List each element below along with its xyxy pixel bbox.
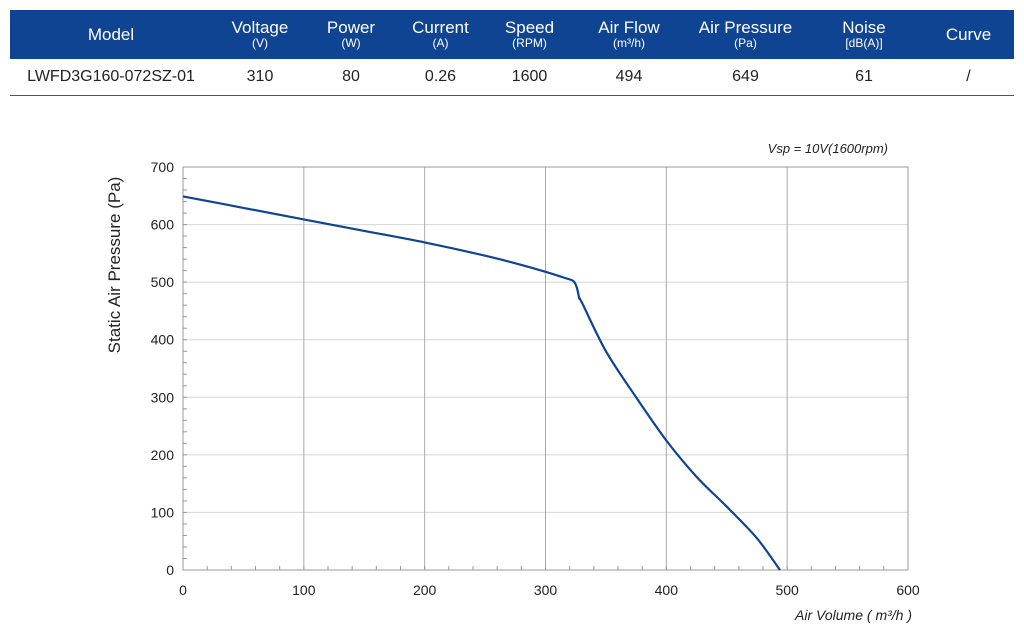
- y-tick-label: 600: [151, 217, 175, 233]
- col-curve: Curve: [923, 10, 1014, 59]
- x-tick-label: 100: [292, 582, 316, 598]
- col-power-label: Power: [326, 17, 376, 37]
- y-axis-label: Static Air Pressure (Pa): [105, 177, 124, 354]
- col-voltage-unit: (V): [252, 36, 268, 51]
- cell-speed: 1600: [487, 59, 572, 96]
- cell-noise: 61: [805, 59, 923, 96]
- y-tick-label: 100: [151, 504, 175, 520]
- cell-current: 0.26: [394, 59, 487, 96]
- col-airflow-label: Air Flow: [598, 17, 660, 37]
- col-current-label: Current: [412, 17, 469, 37]
- col-model-label: Model: [87, 24, 135, 44]
- x-tick-label: 600: [896, 582, 920, 598]
- y-tick-label: 700: [151, 159, 175, 175]
- col-airflow-unit: (m³/h): [613, 36, 645, 51]
- col-speed-label: Speed: [504, 17, 555, 37]
- col-current-unit: (A): [432, 36, 449, 51]
- y-tick-label: 300: [151, 389, 175, 405]
- cell-model: LWFD3G160-072SZ-01: [10, 59, 212, 96]
- cell-airpressure: 649: [686, 59, 805, 96]
- col-curve-label: Curve: [945, 24, 992, 44]
- spec-header-row: Model Voltage (V) Power (W) Current (A) Spe…: [10, 10, 1014, 59]
- col-airpressure: Air Pressure (Pa): [686, 10, 805, 59]
- x-tick-labels: 0 100 200 300 400 500 600: [179, 582, 920, 598]
- y-tick-labels: 0 100 200 300 400 500 600 700: [151, 159, 175, 578]
- pressure-curve-line: [182, 195, 781, 571]
- spec-data-row: LWFD3G160-072SZ-01 310 80 0.26 1600 494 …: [10, 59, 1014, 96]
- y-tick-label: 200: [151, 447, 175, 463]
- x-tick-label: 200: [413, 582, 437, 598]
- y-tick-label: 500: [151, 274, 175, 290]
- x-axis-label: Air Volume ( m³/h ): [794, 607, 912, 623]
- cell-airflow: 494: [572, 59, 686, 96]
- x-tick-label: 400: [655, 582, 679, 598]
- col-speed: Speed (RPM): [487, 10, 572, 59]
- cell-voltage: 310: [212, 59, 308, 96]
- y-tick-label: 0: [166, 562, 174, 578]
- col-airpressure-label: Air Pressure: [698, 17, 793, 37]
- col-model: Model: [10, 10, 212, 59]
- cell-power: 80: [308, 59, 394, 96]
- col-speed-unit: (RPM): [512, 36, 547, 51]
- x-tick-label: 0: [179, 582, 187, 598]
- col-voltage: Voltage (V): [212, 10, 308, 59]
- col-power: Power (W): [308, 10, 394, 59]
- col-voltage-label: Voltage: [231, 17, 289, 37]
- speed-annotation: Vsp = 10V(1600rpm): [768, 141, 888, 156]
- x-tick-label: 500: [775, 582, 799, 598]
- plot-frame: [182, 166, 909, 571]
- x-tick-label: 300: [534, 582, 558, 598]
- col-current: Current (A): [394, 10, 487, 59]
- col-airflow: Air Flow (m³/h): [572, 10, 686, 59]
- col-noise-unit: [dB(A)]: [845, 36, 883, 51]
- col-noise-label: Noise: [842, 17, 886, 37]
- col-noise: Noise [dB(A)]: [805, 10, 923, 59]
- col-power-unit: (W): [341, 36, 361, 51]
- spec-table: Model Voltage (V) Power (W) Current (A) Spe…: [10, 10, 1014, 96]
- col-airpressure-unit: (Pa): [734, 36, 757, 51]
- y-tick-label: 400: [151, 332, 175, 348]
- cell-curve: /: [923, 59, 1014, 96]
- chart-grid: [183, 167, 908, 570]
